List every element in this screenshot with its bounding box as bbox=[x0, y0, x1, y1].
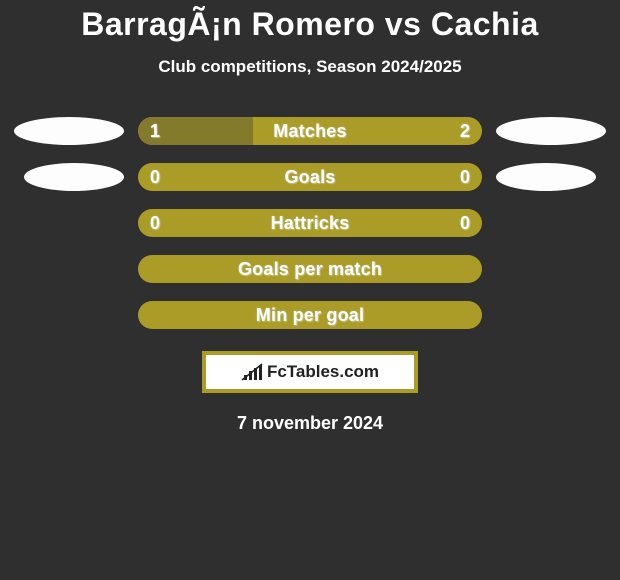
comparison-card: BarragÃ¡n Romero vs Cachia Club competit… bbox=[0, 0, 620, 580]
right-ellipse bbox=[496, 163, 596, 191]
stat-label: Hattricks bbox=[138, 213, 482, 234]
stat-bar: Min per goal bbox=[138, 301, 482, 329]
stat-label: Min per goal bbox=[138, 305, 482, 326]
page-title: BarragÃ¡n Romero vs Cachia bbox=[0, 0, 620, 43]
left-ellipse bbox=[14, 117, 124, 145]
stat-rows: 12Matches 00Goals 00Hattricks Goals per mat… bbox=[0, 117, 620, 329]
stat-bar: Goals per match bbox=[138, 255, 482, 283]
fctables-badge-text: FcTables.com bbox=[267, 362, 379, 382]
right-ellipse bbox=[496, 117, 606, 145]
date-text: 7 november 2024 bbox=[0, 413, 620, 434]
left-ellipse bbox=[24, 163, 124, 191]
stat-label: Matches bbox=[138, 121, 482, 142]
stat-bar: 00Hattricks bbox=[138, 209, 482, 237]
stat-row: 00Goals bbox=[0, 163, 620, 191]
page-subtitle: Club competitions, Season 2024/2025 bbox=[0, 57, 620, 77]
stat-row: Min per goal bbox=[0, 301, 620, 329]
stat-label: Goals per match bbox=[138, 259, 482, 280]
fctables-badge: FcTables.com bbox=[202, 351, 418, 393]
stat-bar: 12Matches bbox=[138, 117, 482, 145]
bar-chart-icon bbox=[241, 363, 263, 381]
stat-bar: 00Goals bbox=[138, 163, 482, 191]
stat-row: 00Hattricks bbox=[0, 209, 620, 237]
stat-row: 12Matches bbox=[0, 117, 620, 145]
stat-label: Goals bbox=[138, 167, 482, 188]
stat-row: Goals per match bbox=[0, 255, 620, 283]
fctables-badge-inner: FcTables.com bbox=[206, 355, 414, 389]
